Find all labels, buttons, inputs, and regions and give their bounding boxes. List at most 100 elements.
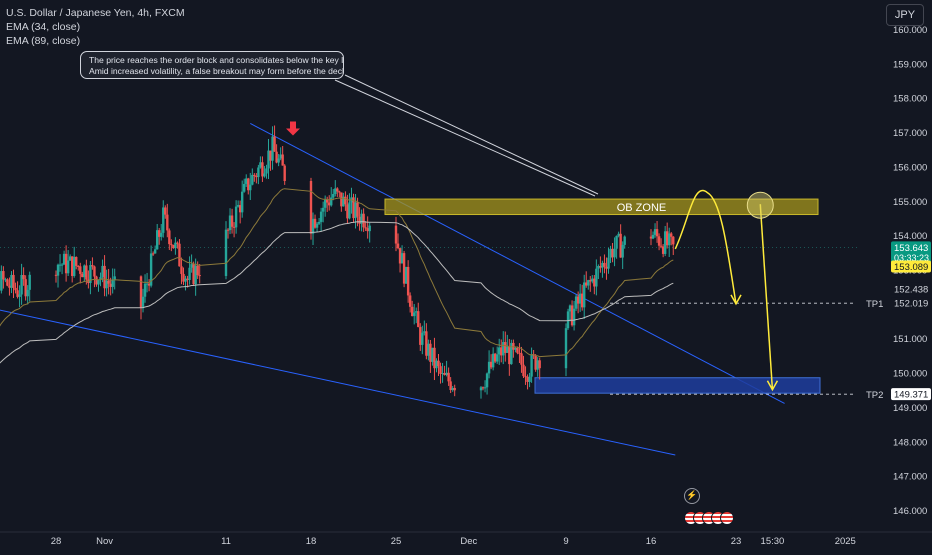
candle-body[interactable] (668, 233, 671, 246)
candle-body[interactable] (228, 215, 232, 231)
candle-body[interactable] (162, 207, 165, 233)
candle-body[interactable] (651, 234, 655, 239)
candle-body[interactable] (194, 265, 197, 285)
candle-body[interactable] (309, 181, 313, 234)
candle-body[interactable] (368, 225, 371, 232)
ema89-line[interactable] (0, 221, 674, 387)
candle-body[interactable] (419, 327, 422, 345)
candle-body[interactable] (510, 342, 513, 365)
candle-body[interactable] (58, 264, 62, 266)
candle-body[interactable] (319, 211, 323, 222)
candle-body[interactable] (259, 162, 262, 168)
candle-body[interactable] (663, 231, 667, 254)
candle-body[interactable] (445, 372, 448, 376)
candle-body[interactable] (495, 354, 499, 362)
candle-body[interactable] (28, 274, 31, 290)
candle-body[interactable] (147, 283, 151, 286)
chart-title[interactable]: U.S. Dollar / Japanese Yen, 4h, FXCM (6, 7, 185, 19)
candle-body[interactable] (2, 271, 5, 280)
candle-body[interactable] (538, 360, 541, 369)
candle-body[interactable] (340, 192, 343, 207)
candle-body[interactable] (315, 223, 319, 228)
candle-body[interactable] (198, 275, 201, 277)
candle-body[interactable] (404, 266, 408, 284)
candle-body[interactable] (56, 264, 60, 276)
candle-body[interactable] (518, 352, 521, 354)
candle-body[interactable] (400, 253, 404, 264)
candle-body[interactable] (396, 243, 400, 249)
candle-body[interactable] (481, 387, 485, 389)
candle-body[interactable] (607, 257, 610, 269)
candle-body[interactable] (398, 248, 402, 264)
candle-body[interactable] (570, 305, 574, 326)
candle-body[interactable] (394, 225, 398, 244)
candle-body[interactable] (14, 287, 17, 291)
candle-body[interactable] (255, 175, 258, 178)
candle-body[interactable] (188, 267, 191, 281)
callout-box[interactable]: The price reaches the order block and co… (80, 51, 344, 79)
candle-body[interactable] (415, 311, 418, 313)
candle-body[interactable] (479, 387, 483, 391)
candle-body[interactable] (489, 361, 493, 368)
candle-body[interactable] (321, 207, 325, 212)
candle-body[interactable] (257, 167, 260, 178)
candle-body[interactable] (572, 308, 576, 326)
candle-body[interactable] (587, 280, 590, 286)
candle-body[interactable] (99, 277, 102, 280)
candle-body[interactable] (665, 231, 669, 246)
candle-body[interactable] (406, 266, 410, 296)
candle-body[interactable] (576, 296, 580, 304)
candle-body[interactable] (585, 282, 588, 286)
trendline-2[interactable] (0, 304, 676, 456)
us-flag-icon[interactable] (684, 511, 736, 525)
tp2-zone[interactable] (534, 377, 821, 394)
candle-body[interactable] (506, 346, 509, 353)
candle-body[interactable] (79, 266, 82, 274)
candle-body[interactable] (103, 265, 106, 289)
candle-body[interactable] (447, 372, 450, 382)
candle-body[interactable] (232, 226, 236, 228)
candle-body[interactable] (182, 273, 185, 282)
candle-body[interactable] (580, 293, 584, 308)
candle-body[interactable] (451, 387, 454, 391)
candle-body[interactable] (158, 230, 161, 237)
candle-body[interactable] (332, 194, 335, 198)
candle-body[interactable] (516, 348, 519, 353)
candle-body[interactable] (247, 178, 250, 191)
candle-body[interactable] (22, 274, 25, 280)
ema89-legend[interactable]: EMA (89, close) (6, 35, 81, 47)
candle-body[interactable] (595, 268, 598, 287)
candle-body[interactable] (508, 346, 511, 365)
candle-body[interactable] (8, 285, 11, 288)
candle-body[interactable] (617, 233, 620, 236)
candle-body[interactable] (621, 244, 624, 258)
candle-body[interactable] (160, 232, 163, 237)
candle-body[interactable] (356, 202, 359, 217)
candle-body[interactable] (269, 150, 272, 161)
candle-body[interactable] (441, 372, 444, 374)
candle-body[interactable] (145, 283, 149, 285)
candle-body[interactable] (591, 278, 594, 282)
candle-body[interactable] (564, 328, 568, 369)
candle-body[interactable] (429, 343, 432, 362)
candle-body[interactable] (657, 236, 661, 246)
candle-body[interactable] (283, 165, 286, 182)
candle-body[interactable] (26, 289, 29, 297)
candle-body[interactable] (336, 188, 339, 192)
candle-body[interactable] (178, 243, 181, 267)
candle-body[interactable] (174, 242, 177, 249)
ema34-line[interactable] (0, 188, 674, 362)
candle-body[interactable] (653, 229, 657, 235)
candle-body[interactable] (64, 253, 68, 274)
candle-body[interactable] (611, 248, 614, 258)
candle-body[interactable] (234, 206, 238, 228)
candle-body[interactable] (172, 245, 175, 249)
candle-body[interactable] (271, 136, 274, 161)
candle-body[interactable] (4, 279, 7, 281)
candle-body[interactable] (275, 151, 278, 163)
candle-body[interactable] (433, 347, 436, 369)
candle-body[interactable] (408, 295, 412, 307)
candle-body[interactable] (589, 280, 592, 282)
candle-body[interactable] (139, 276, 143, 308)
